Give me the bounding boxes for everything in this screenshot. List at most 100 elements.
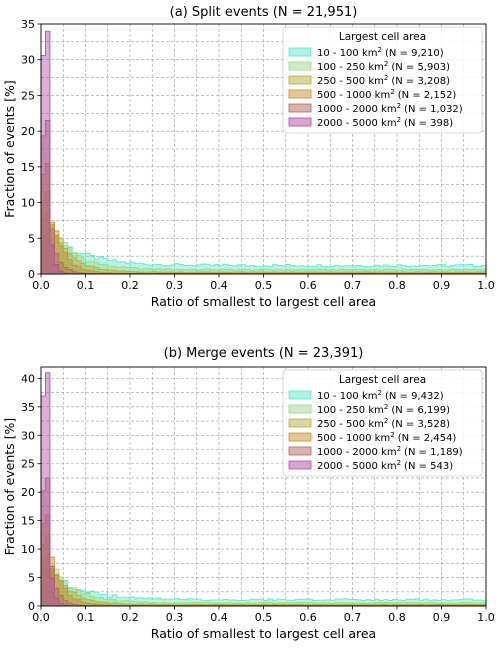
legend-range: 100 - 250 km [317, 405, 384, 416]
y-tick-label: 5 [28, 572, 35, 585]
legend-count: (N = 543) [404, 461, 453, 472]
x-tick-label: 0.0 [32, 279, 50, 292]
legend-box [282, 26, 483, 134]
y-tick-label: 0 [28, 268, 35, 281]
y-tick-label: 30 [21, 429, 35, 442]
legend-label: 10 - 100 km2 (N = 9,432) [317, 389, 444, 402]
x-tick-label: 0.2 [121, 611, 139, 624]
histogram-bars [40, 212, 487, 275]
legend-range: 1000 - 2000 km [317, 447, 397, 458]
legend-range: 250 - 500 km [317, 76, 384, 87]
y-tick-label: 20 [21, 125, 35, 138]
x-tick-label: 0.9 [433, 611, 451, 624]
legend-label: 100 - 250 km2 (N = 5,903) [317, 60, 450, 73]
legend-item: 250 - 500 km2 (N = 3,208) [288, 74, 450, 87]
y-tick-label: 5 [28, 232, 35, 245]
x-tick-label: 0.4 [210, 279, 228, 292]
x-tick-label: 0.9 [433, 279, 451, 292]
legend-item: 1000 - 2000 km2 (N = 1,189) [288, 445, 463, 458]
legend-item: 250 - 500 km2 (N = 3,528) [288, 417, 450, 430]
legend-label: 1000 - 2000 km2 (N = 1,032) [317, 102, 463, 115]
legend-label: 2000 - 5000 km2 (N = 398) [317, 116, 453, 129]
legend-superscript: 2 [378, 46, 382, 54]
legend-range: 250 - 500 km [317, 419, 384, 430]
legend-range: 100 - 250 km [317, 62, 384, 73]
chart-panel-merge: 0.0 0.1 0.2 0.3 0.4 0.5 0.6 0.7 0.8 0.9 1.0 0 5 10 15 2… [2, 346, 495, 641]
histogram-bars [40, 191, 487, 275]
x-tick-label: 0.3 [166, 279, 184, 292]
y-tick-label: 40 [21, 372, 35, 385]
legend-item: 500 - 1000 km2 (N = 2,454) [288, 431, 457, 444]
legend-range: 1000 - 2000 km [317, 104, 397, 115]
legend-count: (N = 9,210) [385, 48, 444, 59]
legend-range: 2000 - 5000 km [317, 118, 397, 129]
histogram-bars [40, 554, 487, 607]
legend-range: 2000 - 5000 km [317, 461, 397, 472]
legend-superscript: 2 [397, 116, 401, 124]
y-tick-label: 25 [21, 458, 35, 471]
y-tick-label: 0 [28, 600, 35, 613]
legend-count: (N = 398) [404, 118, 453, 129]
legend-label: 500 - 1000 km2 (N = 2,152) [317, 88, 456, 101]
legend-label: 250 - 500 km2 (N = 3,528) [317, 417, 450, 430]
legend-superscript: 2 [397, 102, 401, 110]
legend-swatch [288, 117, 312, 127]
legend-range: 10 - 100 km [317, 48, 378, 59]
chart-title: (b) Merge events (N = 23,391) [164, 346, 364, 361]
chart-panel-split: 0.0 0.1 0.2 0.3 0.4 0.5 0.6 0.7 0.8 0.9 1.0 0 5 10 15 2… [2, 5, 495, 309]
legend-item: 10 - 100 km2 (N = 9,432) [288, 389, 444, 402]
legend-range: 10 - 100 km [317, 391, 378, 402]
legend-count: (N = 5,903) [391, 62, 450, 73]
histogram-bars [40, 537, 487, 607]
y-axis-label: Fraction of events [%] [2, 80, 17, 218]
legend-superscript: 2 [397, 459, 401, 467]
legend-title: Largest cell area [339, 374, 426, 386]
legend-swatch [288, 390, 312, 400]
legend-item: 1000 - 2000 km2 (N = 1,032) [288, 102, 463, 115]
x-tick-label: 0.3 [166, 611, 184, 624]
legend-superscript: 2 [384, 417, 388, 425]
legend-count: (N = 1,032) [404, 104, 463, 115]
x-tick-label: 0.1 [77, 611, 95, 624]
legend-label: 100 - 250 km2 (N = 6,199) [317, 403, 450, 416]
y-tick-label: 10 [21, 197, 35, 210]
legend-item: 100 - 250 km2 (N = 5,903) [288, 60, 450, 73]
y-tick-label: 35 [21, 18, 35, 31]
legend-title: Largest cell area [339, 31, 426, 43]
y-tick-label: 20 [21, 486, 35, 499]
x-tick-label: 0.2 [121, 279, 139, 292]
y-tick-label: 10 [21, 543, 35, 556]
legend-superscript: 2 [384, 74, 388, 82]
legend-superscript: 2 [384, 403, 388, 411]
legend-swatch [288, 404, 312, 414]
histogram-series-3 [40, 191, 487, 275]
legend-item: 100 - 250 km2 (N = 6,199) [288, 403, 450, 416]
legend-item: 2000 - 5000 km2 (N = 543) [288, 459, 453, 472]
legend-superscript: 2 [390, 88, 394, 96]
legend-swatch [288, 89, 312, 99]
x-tick-label: 1.0 [477, 611, 495, 624]
y-tick-label: 15 [21, 515, 35, 528]
x-tick-label: 0.6 [299, 279, 317, 292]
legend-range: 500 - 1000 km [317, 90, 390, 101]
legend-superscript: 2 [384, 60, 388, 68]
legend-swatch [288, 418, 312, 428]
x-tick-label: 0.8 [388, 611, 406, 624]
x-tick-label: 0.0 [32, 611, 50, 624]
chart-title: (a) Split events (N = 21,951) [170, 5, 358, 20]
legend-count: (N = 9,432) [385, 391, 444, 402]
x-tick-label: 0.6 [299, 611, 317, 624]
legend-count: (N = 2,454) [398, 433, 457, 444]
x-tick-label: 1.0 [477, 279, 495, 292]
legend-swatch [288, 432, 312, 442]
histogram-series-2 [40, 554, 487, 607]
legend-box [282, 369, 483, 477]
histogram-series-2 [40, 212, 487, 275]
legend-swatch [288, 103, 312, 113]
legend-count: (N = 2,152) [398, 90, 457, 101]
legend-swatch [288, 460, 312, 470]
y-axis-label: Fraction of events [%] [2, 418, 17, 556]
y-tick-label: 30 [21, 54, 35, 67]
